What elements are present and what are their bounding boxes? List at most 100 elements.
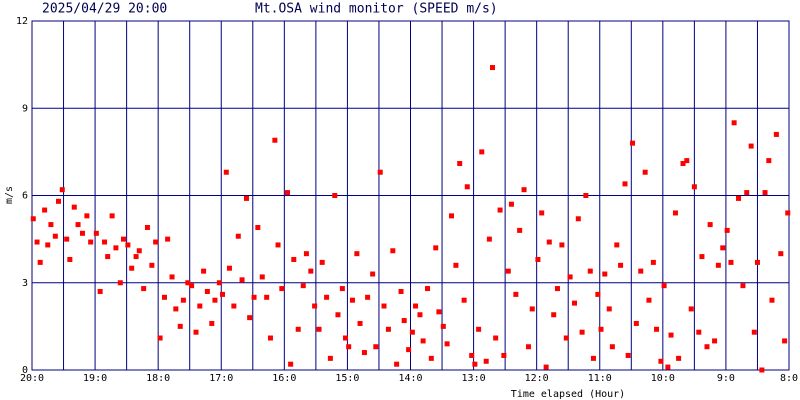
chart-title: Mt.OSA wind monitor (SPEED m/s) [255,2,498,17]
plot-frame [31,20,790,371]
point [497,207,503,213]
point [572,300,578,306]
point [406,347,412,353]
point [267,335,273,341]
point [609,344,615,350]
point [255,224,261,230]
point [284,190,290,196]
point [744,190,750,196]
point [48,222,54,228]
point [505,268,511,274]
point [339,286,345,292]
point [751,329,757,335]
point [559,242,565,248]
point [401,318,407,324]
point [125,242,131,248]
point [672,210,678,216]
point [440,323,446,329]
point [157,335,163,341]
point [754,259,760,265]
point [288,361,294,367]
y-tick-label: 0 [22,365,28,376]
point [712,338,718,344]
point [428,355,434,361]
point [30,216,36,222]
point [291,256,297,262]
point [144,224,150,230]
point [618,262,624,268]
point [84,213,90,219]
point [169,274,175,280]
point [704,344,710,350]
point [97,288,103,294]
point [88,239,94,245]
point [75,222,81,228]
point [699,254,705,260]
point [728,259,734,265]
x-tick-label: 10:0 [651,373,675,384]
point [37,259,43,265]
point [707,222,713,228]
point [165,236,171,242]
point [117,280,123,286]
point [479,149,485,155]
point [390,248,396,254]
point [133,254,139,260]
point [385,326,391,332]
x-tick-label: 8:0 [780,373,798,384]
point [759,367,765,373]
point [691,184,697,190]
point [231,303,237,309]
point [373,344,379,350]
point [583,193,589,198]
point [782,338,788,344]
x-tick-label: 9:0 [717,373,735,384]
point [476,326,482,332]
timestamp: 2025/04/29 20:00 [42,2,167,17]
point [136,248,142,254]
point [598,326,604,332]
x-tick-label: 17:0 [209,373,233,384]
point [180,297,186,303]
point [417,312,423,318]
point [420,338,426,344]
point [149,262,155,268]
point [79,230,85,236]
point [715,262,721,268]
point [193,329,199,335]
point [630,140,636,146]
point [300,283,306,289]
point [264,294,270,300]
point [308,268,314,274]
y-tick-label: 3 [22,278,28,289]
point [303,251,309,257]
point [720,245,726,251]
point [654,326,660,332]
point [464,184,470,190]
point [247,315,253,321]
point [120,236,126,242]
point [413,303,419,309]
point [102,239,108,245]
x-tick-label: 12:0 [525,373,549,384]
point [209,320,215,326]
point [724,227,730,233]
point [109,213,115,219]
point [449,213,455,219]
point [680,161,686,167]
point [409,329,415,335]
point [625,352,631,358]
point [665,364,671,370]
point [319,259,325,265]
point [551,312,557,318]
point [381,303,387,309]
point [486,236,492,242]
point [684,158,690,164]
point [349,297,355,303]
point [327,355,333,361]
point [642,169,648,175]
point [316,326,322,332]
point [42,207,48,213]
point [223,169,229,175]
point [740,283,746,289]
